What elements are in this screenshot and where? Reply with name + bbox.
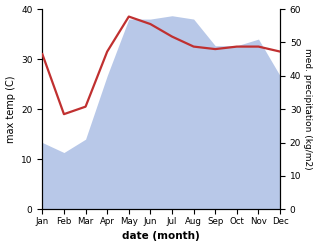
- Y-axis label: med. precipitation (kg/m2): med. precipitation (kg/m2): [303, 48, 313, 170]
- Y-axis label: max temp (C): max temp (C): [5, 75, 16, 143]
- X-axis label: date (month): date (month): [122, 231, 200, 242]
